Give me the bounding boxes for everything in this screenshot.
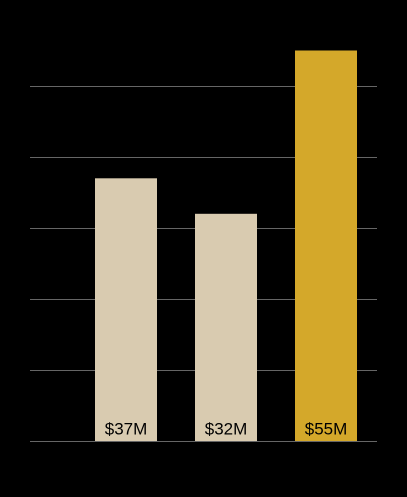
value-label: $32M	[205, 419, 248, 438]
bar	[95, 178, 157, 442]
value-label: $37M	[105, 419, 148, 438]
bar	[195, 213, 257, 441]
value-label: $55M	[305, 419, 348, 438]
bar	[295, 50, 357, 441]
